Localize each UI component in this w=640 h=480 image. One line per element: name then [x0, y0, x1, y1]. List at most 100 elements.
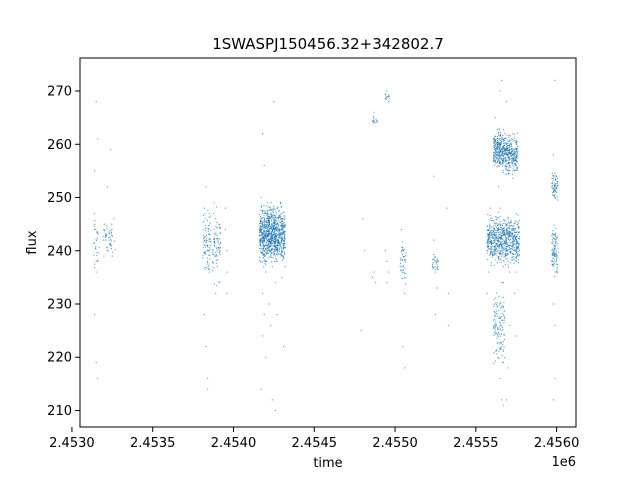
data-point — [274, 409, 277, 412]
data-point — [508, 164, 510, 166]
data-point — [274, 216, 277, 218]
data-point — [499, 146, 501, 148]
data-point — [497, 335, 499, 337]
data-point — [495, 219, 497, 221]
data-point — [553, 244, 555, 246]
data-point — [551, 260, 553, 262]
data-point — [263, 253, 265, 255]
data-point — [490, 220, 493, 222]
data-point — [268, 240, 270, 242]
data-point — [498, 153, 500, 155]
data-point — [273, 254, 275, 256]
data-point — [557, 256, 559, 259]
data-point — [500, 342, 502, 344]
data-point — [494, 222, 496, 225]
data-point — [263, 245, 265, 247]
data-point — [265, 252, 267, 254]
data-point — [446, 207, 448, 209]
data-point — [208, 240, 210, 242]
data-point — [96, 252, 98, 254]
data-point — [278, 215, 280, 217]
data-point — [502, 134, 504, 137]
data-point — [274, 240, 276, 242]
data-point — [405, 255, 407, 257]
data-point — [270, 244, 272, 247]
data-point — [96, 254, 98, 257]
data-point — [495, 292, 498, 294]
data-point — [274, 248, 276, 250]
data-point — [277, 243, 279, 245]
data-point — [269, 239, 271, 241]
data-point — [557, 251, 559, 253]
data-point — [511, 160, 513, 162]
data-point — [214, 245, 216, 247]
data-point — [281, 241, 283, 243]
data-point — [497, 186, 500, 188]
data-point — [502, 314, 504, 316]
data-point — [207, 209, 209, 211]
data-point — [97, 233, 99, 235]
data-point — [271, 214, 274, 216]
data-point — [494, 326, 496, 328]
y-tick-label: 210 — [47, 404, 72, 419]
data-point — [556, 185, 558, 187]
data-point — [555, 263, 558, 265]
data-point — [518, 237, 520, 239]
data-point — [280, 251, 283, 253]
data-point — [497, 327, 499, 329]
data-point — [272, 225, 274, 227]
data-point — [495, 332, 497, 335]
data-point — [207, 250, 209, 252]
data-point — [504, 161, 506, 163]
data-point — [493, 137, 496, 139]
data-point — [400, 228, 403, 231]
data-point — [401, 259, 404, 261]
data-point — [499, 138, 501, 140]
data-point — [209, 241, 212, 243]
data-point — [218, 282, 220, 284]
data-point — [510, 143, 512, 145]
data-point — [266, 245, 268, 247]
data-point — [515, 144, 518, 146]
data-point — [272, 249, 275, 251]
data-point — [507, 367, 509, 369]
data-point — [268, 218, 270, 220]
data-point — [280, 212, 282, 214]
data-point — [503, 139, 505, 141]
data-point — [282, 248, 284, 250]
data-point — [511, 233, 514, 235]
data-point — [512, 164, 514, 167]
data-point — [501, 152, 504, 154]
data-point — [506, 227, 508, 230]
data-point — [204, 266, 206, 269]
data-point — [219, 251, 221, 253]
data-point — [511, 173, 514, 176]
data-point — [284, 224, 286, 226]
data-point — [501, 230, 503, 232]
data-point — [431, 263, 433, 265]
data-point — [496, 141, 498, 143]
data-point — [268, 221, 271, 223]
data-point — [260, 196, 262, 199]
data-point — [262, 250, 264, 252]
data-point — [488, 248, 490, 250]
data-point — [264, 226, 267, 228]
data-point — [502, 153, 504, 155]
data-point — [504, 166, 506, 168]
data-point — [282, 237, 284, 239]
data-point — [495, 310, 498, 312]
data-point — [499, 236, 501, 238]
data-point — [498, 317, 500, 320]
data-point — [260, 216, 262, 218]
data-point — [273, 219, 275, 221]
data-point — [215, 262, 217, 264]
data-point — [555, 241, 557, 243]
data-point — [282, 243, 284, 245]
data-points — [93, 79, 559, 412]
data-point — [554, 235, 557, 237]
data-point — [510, 234, 512, 236]
data-point — [503, 256, 505, 258]
data-point — [282, 346, 285, 348]
data-point — [514, 248, 516, 250]
data-point — [270, 246, 272, 248]
